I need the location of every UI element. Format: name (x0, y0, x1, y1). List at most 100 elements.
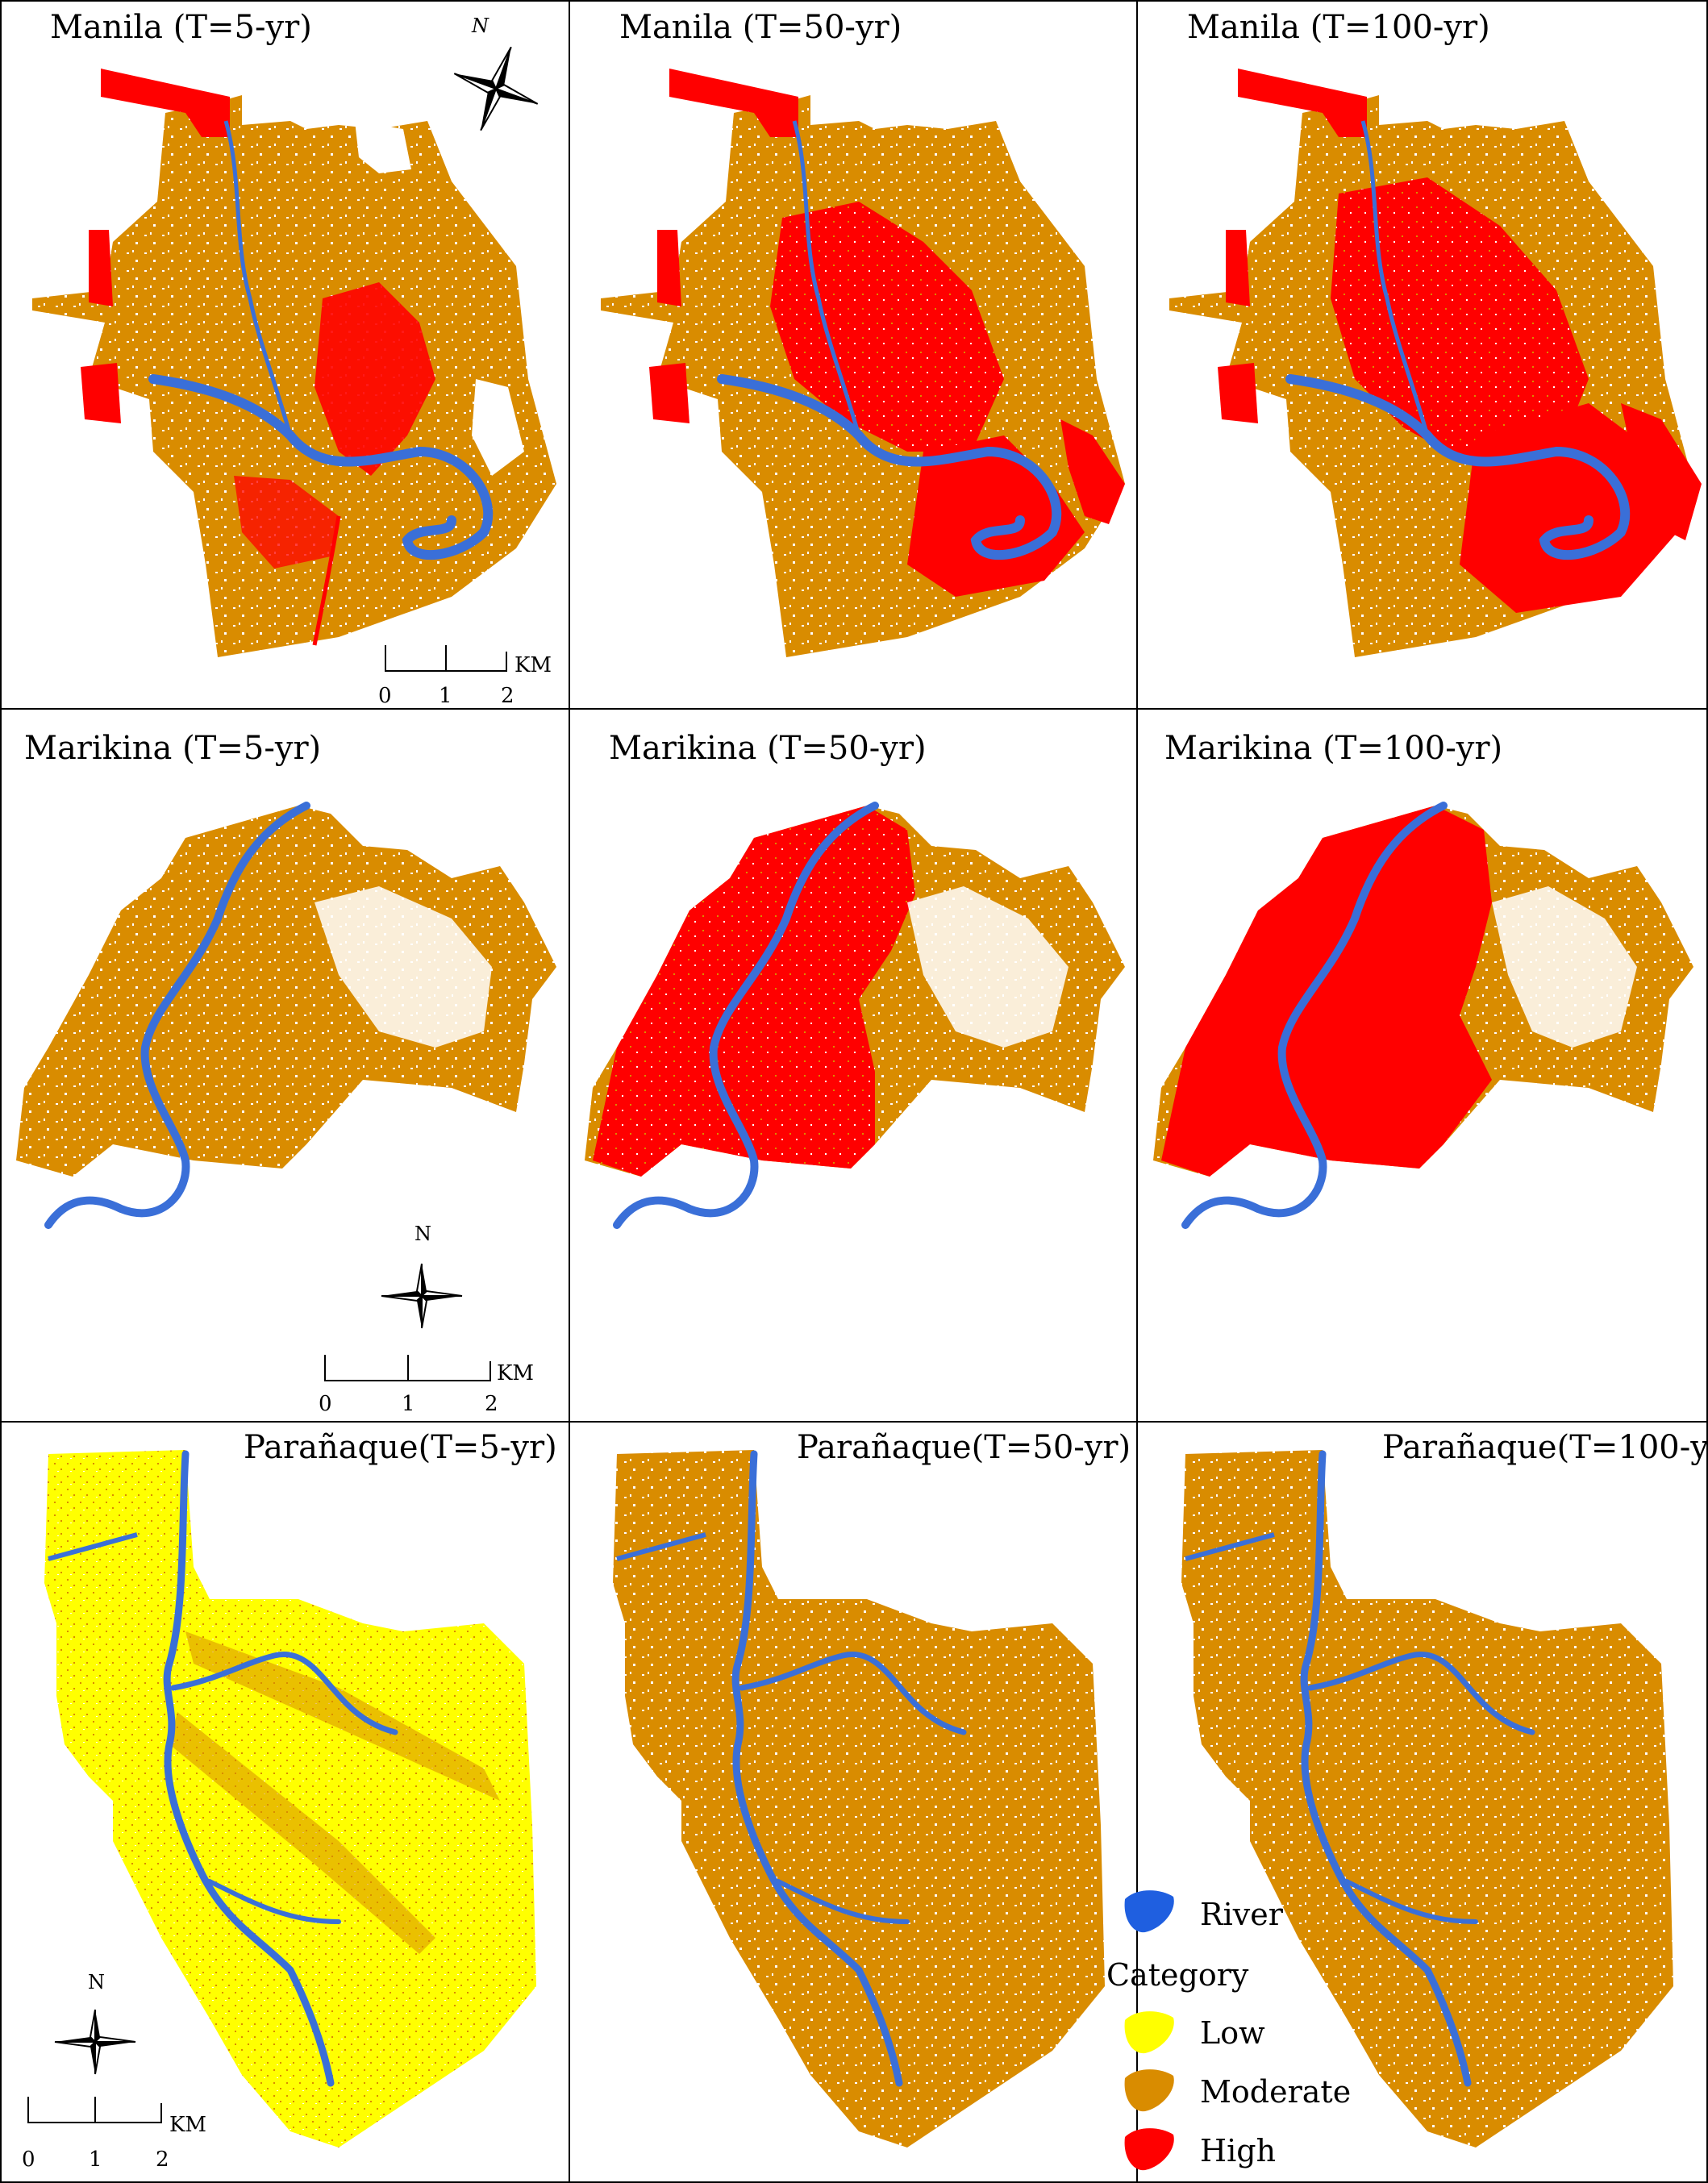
panel-title-manila-5yr: Manila (T=5-yr) (50, 9, 312, 46)
legend-river-swatch (1124, 1890, 1174, 1933)
legend-high-label: High (1200, 2133, 1277, 2168)
manila-river (148, 374, 494, 560)
marikina-high-area (1161, 806, 1492, 1177)
manila-river-north (1360, 120, 1430, 436)
paranaque-moderate-area (613, 1450, 1105, 2148)
scale-tick-0: 0 (378, 684, 392, 708)
legend-category-title: Category (1106, 1957, 1249, 1993)
marikina-map-5yr (16, 802, 556, 1229)
paranaque-map-5yr (44, 1450, 536, 2148)
manila-high-zone-s (234, 476, 339, 569)
scale-tick-1: 1 (439, 684, 452, 708)
paranaque-river-branch-2 (776, 1879, 910, 1924)
compass-rose-icon (54, 2009, 136, 2075)
paranaque-river-branch (1307, 1652, 1535, 1735)
panel-title-paranaque-100yr: Parañaque(T=100-yr) (1382, 1429, 1708, 1466)
paranaque-river (731, 1450, 903, 2087)
paranaque-moderate-area (1181, 1450, 1673, 2148)
panel-title-marikina-5yr: Marikina (T=5-yr) (24, 730, 322, 767)
manila-white-gap-2 (472, 379, 524, 476)
manila-map-50yr (601, 69, 1125, 657)
manila-high-zone-east (1621, 403, 1702, 540)
marikina-river (1181, 802, 1448, 1229)
scale-tick-1: 1 (89, 2148, 102, 2172)
paranaque-river (1300, 1450, 1472, 2087)
manila-high-pier (657, 230, 681, 306)
scale-bar-marikina (324, 1355, 491, 1381)
scale-tick-0: 0 (22, 2148, 35, 2172)
paranaque-river-branch (170, 1652, 398, 1735)
legend-swatches (1124, 1890, 1174, 2171)
panel-frame-paranaque-100 (1136, 1421, 1708, 2183)
manila-high-pier (1226, 230, 1250, 306)
panel-title-manila-50yr: Manila (T=50-yr) (619, 9, 902, 46)
scale-tick-1: 1 (402, 1392, 415, 1416)
compass-rose-icon (453, 46, 539, 131)
legend-moderate-swatch (1124, 2069, 1174, 2112)
paranaque-river-branch-2 (1344, 1879, 1478, 1924)
manila-map-5yr (32, 69, 556, 657)
manila-high-port-w (649, 363, 689, 423)
manila-high-port-n (669, 69, 798, 137)
panel-title-marikina-100yr: Marikina (T=100-yr) (1164, 730, 1503, 767)
manila-high-zone-east (1060, 419, 1125, 524)
manila-moderate-area (32, 95, 556, 657)
scale-tick-0: 0 (319, 1392, 332, 1416)
scale-tick-2: 2 (485, 1392, 498, 1416)
north-label: N (88, 1971, 105, 1993)
paranaque-low-area (44, 1450, 536, 2148)
paranaque-moderate-streaks (169, 1631, 500, 1954)
marikina-white-uplands (315, 886, 492, 1048)
manila-river-north (223, 120, 293, 436)
marikina-map-50yr (585, 802, 1125, 1229)
marikina-river (613, 802, 879, 1229)
scale-unit: KM (514, 653, 552, 677)
manila-river-south (312, 515, 341, 646)
manila-high-pier (89, 230, 113, 306)
panel-title-paranaque-50yr: Parañaque(T=50-yr) (797, 1429, 1131, 1466)
marikina-white-uplands (907, 886, 1069, 1048)
manila-high-port-n (101, 69, 230, 137)
marikina-river (44, 802, 310, 1229)
north-label: N (415, 1223, 431, 1245)
paranaque-river-branch (739, 1652, 967, 1735)
legend-low-swatch (1124, 2011, 1174, 2054)
manila-high-port-w (81, 363, 121, 423)
manila-river (1285, 374, 1631, 560)
north-label: N (472, 15, 489, 37)
paranaque-river-west (1185, 1532, 1275, 1561)
panel-title-manila-100yr: Manila (T=100-yr) (1187, 9, 1490, 46)
legend-moderate-label: Moderate (1200, 2074, 1352, 2110)
manila-high-zone-ne (315, 282, 435, 476)
compass-rose-icon (381, 1263, 463, 1329)
manila-high-port-n (1238, 69, 1367, 137)
manila-river (717, 374, 1062, 560)
paranaque-river (163, 1450, 335, 2087)
panel-title-marikina-50yr: Marikina (T=50-yr) (609, 730, 927, 767)
panel-title-paranaque-5yr: Parañaque(T=5-yr) (244, 1429, 557, 1466)
manila-high-zone-central (1331, 177, 1589, 468)
paranaque-river-branch-2 (207, 1879, 341, 1924)
manila-white-gap-1 (355, 121, 411, 173)
scale-bar-manila (385, 645, 507, 672)
paranaque-river-west (48, 1532, 138, 1561)
manila-river-north (792, 120, 861, 436)
marikina-map-100yr (1153, 802, 1693, 1229)
manila-map-100yr (1169, 69, 1702, 657)
marikina-white-uplands (1492, 886, 1637, 1048)
legend-low-label: Low (1200, 2015, 1265, 2051)
paranaque-river-west (616, 1532, 706, 1561)
legend-river-label: River (1200, 1897, 1283, 1932)
manila-high-zone-central (770, 202, 1004, 452)
legend-high-swatch (1124, 2128, 1174, 2171)
paranaque-map-100yr (1181, 1450, 1673, 2148)
scale-bar-paranaque (27, 2097, 162, 2123)
scale-tick-2: 2 (501, 684, 514, 708)
marikina-high-area (593, 806, 915, 1177)
scale-tick-2: 2 (156, 2148, 169, 2172)
paranaque-map-50yr (613, 1450, 1105, 2148)
scale-unit: KM (169, 2113, 207, 2137)
scale-unit: KM (497, 1361, 535, 1385)
